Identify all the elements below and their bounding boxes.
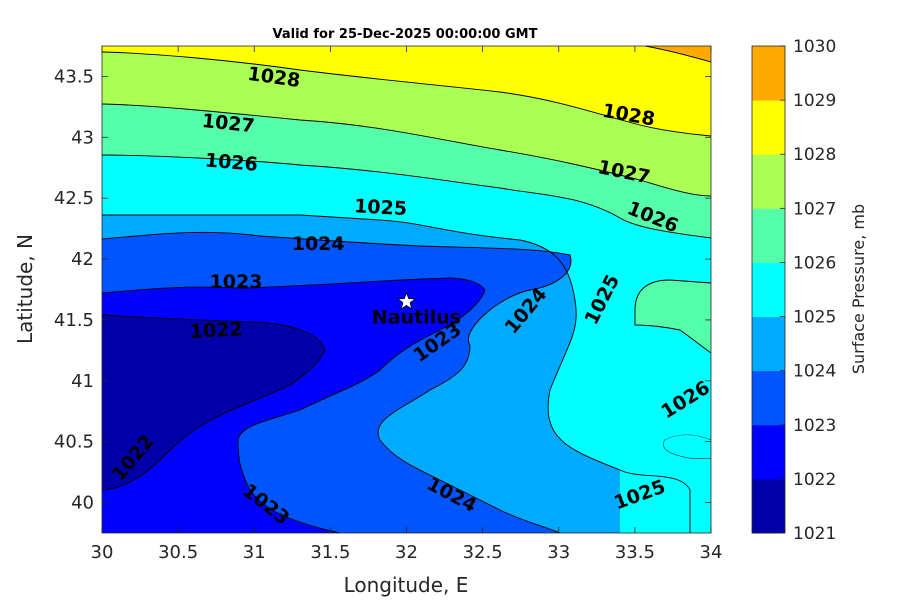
contour-label: 1026 — [204, 149, 259, 176]
y-tick-label: 43 — [71, 127, 94, 148]
x-tick-label: 32.5 — [463, 542, 503, 563]
x-tick-label: 30 — [91, 542, 114, 563]
colorbar-label: Surface Pressure, mb — [849, 204, 868, 374]
colorbar-tick-label: 1026 — [793, 253, 836, 273]
chart-title: Valid for 25-Dec-2025 00:00:00 GMT — [273, 27, 538, 42]
x-tick-label: 33.5 — [615, 542, 655, 563]
colorbar-swatch — [752, 46, 785, 101]
colorbar-swatch — [752, 424, 785, 480]
colorbar-swatch — [752, 208, 785, 263]
band-1025-1026-east — [635, 280, 711, 353]
x-tick-label: 33 — [547, 542, 570, 563]
band-1021-1022 — [102, 315, 325, 490]
x-axis-ticks: 30 30.5 31 31.5 32 32.5 33 33.5 34 — [91, 46, 723, 563]
isoline-1022 — [102, 314, 326, 491]
x-tick-label: 31.5 — [310, 542, 350, 563]
isoline-1029 — [644, 46, 711, 63]
colorbar-swatch — [752, 100, 785, 155]
x-axis-label: Longitude, E — [344, 573, 469, 597]
colorbar-swatch — [752, 262, 785, 318]
contour-label: 1024 — [292, 233, 345, 255]
colorbar-swatch — [752, 154, 785, 209]
band-1028-1029 — [645, 46, 711, 62]
x-tick-label: 31 — [243, 542, 266, 563]
contour-label: 1022 — [189, 318, 243, 343]
x-tick-label: 30.5 — [158, 542, 198, 563]
contour-isolines — [102, 46, 711, 533]
band-1027-1028 — [102, 46, 711, 136]
contour-fill-bands — [102, 46, 711, 533]
y-axis-label: Latitude, N — [13, 234, 37, 344]
band-1024-1025-east — [620, 470, 711, 533]
contour-label: 1023 — [210, 271, 263, 293]
isoline-1024 — [102, 231, 572, 533]
colorbar-tick-label: 1030 — [793, 37, 836, 57]
colorbar-tick-label: 1021 — [793, 524, 836, 544]
x-tick-label: 34 — [700, 542, 723, 563]
star-icon — [396, 291, 417, 310]
y-tick-label: 40 — [71, 493, 94, 514]
y-tick-label: 42 — [71, 249, 94, 270]
y-axis-ticks: 40 40.5 41 41.5 42 42.5 43 43.5 — [54, 66, 711, 514]
nautilus-marker: Nautilus — [372, 291, 461, 329]
y-tick-label: 41.5 — [54, 310, 94, 331]
isoline-1026 — [102, 154, 711, 239]
nautilus-label: Nautilus — [372, 307, 461, 329]
colorbar-tick-label: 1027 — [793, 199, 836, 219]
colorbar-tick-label: 1025 — [793, 308, 836, 328]
isoline-1025 — [102, 214, 691, 533]
colorbar-tick-label: 1028 — [793, 145, 836, 165]
isoline-1027 — [102, 103, 711, 197]
isoline-1028 — [102, 51, 711, 137]
y-tick-label: 42.5 — [54, 188, 94, 209]
colorbar-swatch — [752, 316, 785, 372]
colorbar-frame — [751, 45, 786, 534]
colorbar: 1021 1022 1023 1024 1025 1026 1027 1028 1029 1030 — [751, 37, 836, 544]
y-tick-label: 41 — [71, 371, 94, 392]
colorbar-swatch — [752, 370, 785, 426]
colorbar-tick-label: 1022 — [793, 470, 836, 490]
colorbar-swatch — [752, 478, 785, 534]
y-tick-label: 40.5 — [54, 432, 94, 453]
colorbar-tick-label: 1024 — [793, 362, 836, 382]
isoline-1023 — [102, 277, 486, 533]
colorbar-tick-label: 1029 — [793, 91, 836, 111]
contour-label: 1025 — [354, 195, 408, 220]
y-tick-label: 43.5 — [54, 66, 94, 87]
isoline-1026-east — [634, 279, 711, 354]
x-tick-label: 32 — [395, 542, 418, 563]
colorbar-tick-label: 1023 — [793, 416, 836, 436]
contour-label: 1027 — [201, 110, 256, 137]
band-1025-1026-south — [663, 435, 711, 458]
